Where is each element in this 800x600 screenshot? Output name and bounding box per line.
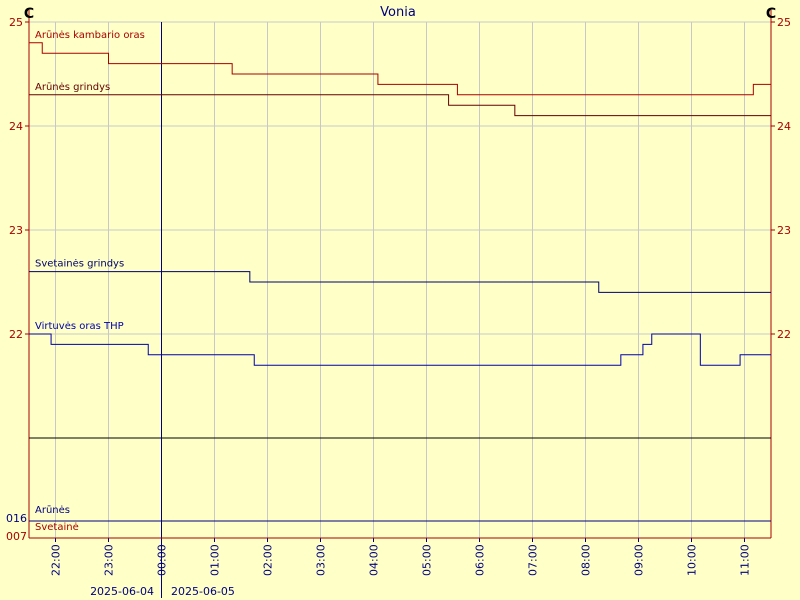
series-label: Svetainės grindys	[35, 259, 124, 270]
y-tick-label-left: 23	[9, 224, 23, 237]
x-tick-label: 22:00	[50, 544, 63, 576]
date-right: 2025-06-05	[171, 585, 235, 598]
x-tick-label: 10:00	[686, 544, 699, 576]
series-line	[29, 94, 771, 117]
y-tick-label-left: 22	[9, 328, 23, 341]
series-layer	[29, 42, 771, 366]
x-tick-label: 11:00	[739, 544, 752, 576]
x-tick-label: 01:00	[209, 544, 222, 576]
y-tick-label-right: 24	[777, 120, 791, 133]
series-label: Arūnės grindys	[35, 82, 110, 93]
x-tick-label: 23:00	[103, 544, 116, 576]
x-tick-label: 07:00	[527, 544, 540, 576]
x-tick-label: 02:00	[262, 544, 275, 576]
y-tick-label-right: 25	[777, 16, 791, 29]
unit-left: C	[24, 6, 34, 22]
series-line	[29, 271, 771, 293]
unit-right: C	[766, 6, 776, 22]
y-tick-label-left: 24	[9, 120, 23, 133]
x-tick-label: 05:00	[421, 544, 434, 576]
indicator-row-name: Svetainė	[35, 522, 79, 533]
indicator-row-value: 016	[6, 512, 27, 525]
series-label: Virtuvės oras THP	[35, 321, 124, 332]
series-line	[29, 333, 771, 366]
x-tick-label: 08:00	[580, 544, 593, 576]
x-tick-label: 04:00	[368, 544, 381, 576]
x-tick-label: 00:00	[156, 544, 169, 576]
panel-lines	[28, 10, 772, 598]
chart-title: Vonia	[380, 5, 416, 20]
grid	[25, 21, 775, 542]
x-tick-label: 03:00	[315, 544, 328, 576]
x-tick-label: 06:00	[474, 544, 487, 576]
labels: Vonia C C 2025-06-04 2025-06-05 22:00 23:…	[6, 5, 791, 598]
series-line	[29, 42, 771, 96]
indicator-row-value: 007	[6, 530, 27, 543]
y-tick-label-right: 23	[777, 224, 791, 237]
date-left: 2025-06-04	[90, 585, 154, 598]
y-tick-label-right: 22	[777, 328, 791, 341]
y-tick-label-left: 25	[9, 16, 23, 29]
indicator-row-name: Arūnės	[35, 505, 70, 516]
x-tick-label: 09:00	[633, 544, 646, 576]
series-label: Arūnės kambario oras	[35, 30, 145, 41]
